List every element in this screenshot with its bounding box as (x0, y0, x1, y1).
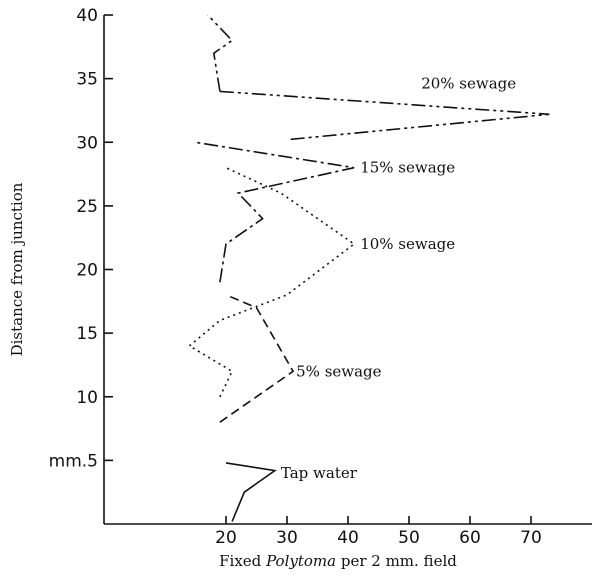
y-tick-label: 30 (76, 133, 98, 153)
series-label: 15% sewage (360, 159, 455, 177)
x-tick-label: 50 (398, 528, 420, 548)
x-tick-label: 70 (520, 528, 542, 548)
series-line (225, 462, 277, 522)
x-tick-label: 30 (276, 528, 298, 548)
series-label: Tap water (281, 464, 358, 482)
series-layer: Tap water 5% sewage 10% sewage 15% sewage 20… (188, 14, 550, 522)
y-tick-label: mm.5 (49, 451, 98, 471)
x-tick-label: 20 (215, 528, 237, 548)
series-line (195, 141, 355, 283)
y-tick-label: 40 (76, 6, 98, 26)
y-tick-label: 10 (76, 388, 98, 408)
series-line (207, 14, 234, 92)
series-label: 5% sewage (296, 362, 382, 380)
y-tick-label: 15 (76, 324, 98, 344)
series-label: 10% sewage (360, 235, 455, 253)
series-label: 20% sewage (421, 75, 516, 93)
series-line (219, 90, 550, 141)
axes: 40 35 30 25 20 15 10 mm.5 20 30 40 50 60 70 (49, 6, 592, 548)
x-tick-label: 40 (337, 528, 359, 548)
y-tick-label: 35 (76, 70, 98, 90)
x-axis-title: Fixed Polytoma per 2 mm. field (219, 552, 457, 570)
y-tick-label: 25 (76, 197, 98, 217)
series-line (188, 166, 356, 398)
series-line (219, 294, 295, 423)
y-axis-title: Distance from junction (8, 182, 26, 356)
x-tick-label: 60 (459, 528, 481, 548)
y-tick-label: 20 (76, 261, 98, 281)
